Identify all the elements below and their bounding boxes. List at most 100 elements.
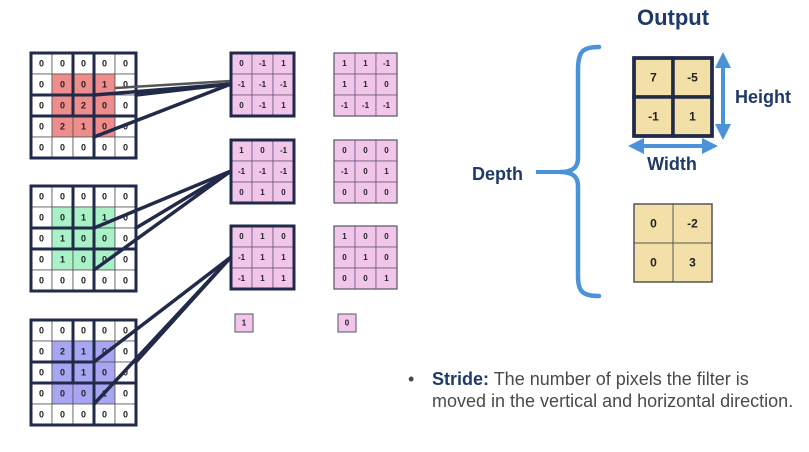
filter-cell-value: 1 <box>260 253 265 262</box>
filter-cell-value: 0 <box>384 253 389 262</box>
input-cell-value: 0 <box>60 59 65 69</box>
filter-cell-value: -1 <box>383 59 391 68</box>
output-cell <box>672 242 713 283</box>
filter-cell-value: 0 <box>342 274 347 283</box>
input-cell-value: 0 <box>123 255 128 265</box>
filter-cell-value: 1 <box>281 59 286 68</box>
filter-cell-value: 1 <box>363 253 368 262</box>
input-cell-value: 0 <box>123 389 128 399</box>
input-cell-value: 0 <box>60 143 65 153</box>
input-cell-value: 0 <box>39 347 44 357</box>
filter-cell-value: 1 <box>281 253 286 262</box>
input-cell-value: 0 <box>123 347 128 357</box>
input-cell-value: 0 <box>102 276 107 286</box>
input-cell-value: 0 <box>81 192 86 202</box>
filter-b-3: 1 0 0 0 1 0 0 0 1 <box>333 225 398 290</box>
input-cell-value: 0 <box>39 192 44 202</box>
bias-box <box>337 313 357 333</box>
filter-cell-value: -1 <box>362 101 370 110</box>
input-cell-value: 0 <box>102 192 107 202</box>
filter-cell-value: 0 <box>281 188 286 197</box>
input-cell-value: 0 <box>123 234 128 244</box>
filter-frame <box>333 139 398 204</box>
filter-cell-value: -1 <box>341 101 349 110</box>
filter-frame <box>333 52 398 117</box>
input-cell-value: 0 <box>39 368 44 378</box>
output-map-2: 0 -2 0 3 <box>633 203 713 283</box>
input-cell-value: 0 <box>123 213 128 223</box>
filter-cell-value: 1 <box>260 188 265 197</box>
input-cell-value: 0 <box>60 410 65 420</box>
input-cell-value: 0 <box>81 389 86 399</box>
input-cell-value: 0 <box>102 255 107 265</box>
bullet-point: • <box>408 369 415 389</box>
input-grid-2: 0 0 0 0 0 0 0 1 1 0 0 1 0 0 0 0 1 0 0 0 0 0 0 0 0 <box>29 184 138 293</box>
input-cell-value: 0 <box>81 276 86 286</box>
filter-a-1: 0 -1 1 -1 -1 -1 0 -1 1 <box>229 51 296 118</box>
input-cell-value: 0 <box>81 143 86 153</box>
input-cell-value: 0 <box>102 347 107 357</box>
input-cell-value: 0 <box>39 122 44 132</box>
filter-cell-value: -1 <box>259 59 267 68</box>
input-cell-value: 2 <box>60 122 65 132</box>
filter-cell-value: 1 <box>342 80 347 89</box>
filter-frame <box>229 224 296 291</box>
input-channels: 0000000010002000210000000000000011001000… <box>29 51 138 427</box>
connector-line <box>134 82 233 97</box>
input-cell-value: 1 <box>102 80 107 90</box>
input-cell-value: 0 <box>39 389 44 399</box>
input-cell-value: 0 <box>39 410 44 420</box>
output-cell <box>633 203 674 244</box>
input-cell-value: 0 <box>81 410 86 420</box>
connector-line <box>92 169 233 230</box>
output-frame <box>632 56 714 138</box>
input-cell-value: 0 <box>123 59 128 69</box>
input-cell-value: 0 <box>39 59 44 69</box>
filter-cell-value: 0 <box>363 232 368 241</box>
receptive-field-window-stride <box>29 226 96 293</box>
filter-cell-value: 0 <box>239 188 244 197</box>
depth-label: Depth <box>472 164 523 184</box>
output-cell-value: -1 <box>648 110 659 124</box>
filter-cell-value: 0 <box>384 188 389 197</box>
filter-cell-value: 1 <box>281 274 286 283</box>
output-title: Output <box>637 5 710 30</box>
input-cell-value: 0 <box>123 101 128 111</box>
input-cell-value: 0 <box>60 276 65 286</box>
filter-cell-value: -1 <box>259 80 267 89</box>
filter-cell-value: -1 <box>238 274 246 283</box>
input-cell-value: 0 <box>60 368 65 378</box>
filter-cell-value: -1 <box>238 167 246 176</box>
output-cell-value: -2 <box>687 217 698 231</box>
width-label: Width <box>647 154 697 174</box>
input-cell-value: 0 <box>102 101 107 111</box>
output-cell-value: 3 <box>689 256 696 270</box>
bias-value: 1 <box>242 319 247 328</box>
filter-cell-value: -1 <box>259 101 267 110</box>
input-cell-value: 0 <box>123 192 128 202</box>
input-cell-value: 0 <box>81 59 86 69</box>
input-cell-value: 0 <box>39 80 44 90</box>
input-grid-3: 0000002100001000001000000 <box>29 318 138 427</box>
filter-a-2: 1 0 -1 -1 -1 -1 0 1 0 <box>229 138 296 205</box>
bias-a: 1 <box>234 313 254 333</box>
filter-frame <box>229 138 296 205</box>
input-cell-value: 0 <box>60 389 65 399</box>
height-label: Height <box>735 87 791 107</box>
input-cell-value: 1 <box>81 368 86 378</box>
filter-cell-value: -1 <box>238 80 246 89</box>
input-cell-value: 0 <box>102 326 107 336</box>
receptive-field-window-stride <box>71 184 138 251</box>
filter-cell-value: 0 <box>384 146 389 155</box>
output-frame <box>633 203 713 283</box>
filter-cell-value: 0 <box>363 188 368 197</box>
connector-line <box>92 255 233 364</box>
filter-cell-value: 1 <box>342 232 347 241</box>
input-cell-value: 0 <box>102 410 107 420</box>
input-cell-value: 0 <box>102 368 107 378</box>
filter-cell-value: 1 <box>260 274 265 283</box>
filter-b-2: 0 0 0 -1 0 1 0 0 0 <box>333 139 398 204</box>
filter-cell-value: 0 <box>239 101 244 110</box>
input-cell-value: 0 <box>81 326 86 336</box>
